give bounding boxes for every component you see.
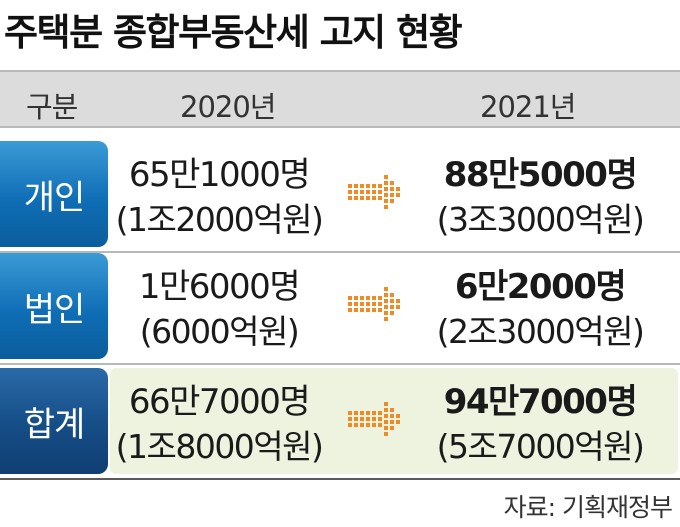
header-category: 구분 bbox=[26, 90, 78, 124]
row-divider bbox=[0, 251, 680, 253]
category-label-corporate: 법인 bbox=[0, 253, 108, 359]
amount-2020-corporate: (6000억원) bbox=[139, 312, 300, 351]
amount-2021-corporate: (2조3000억원) bbox=[436, 312, 645, 351]
table-row-corporate: 법인 1만6000명 (6000억원) 6만2000명 (2조3000억원) bbox=[0, 251, 680, 365]
people-2021-individual: 88만5000명 bbox=[443, 155, 638, 195]
people-2020-total: 66만7000명 bbox=[128, 382, 311, 422]
people-2020-individual: 65만1000명 bbox=[128, 155, 311, 195]
people-2020-corporate: 1만6000명 bbox=[138, 267, 301, 307]
source-note: 자료: 기획재정부 bbox=[503, 493, 673, 522]
table-bottom-rule bbox=[0, 478, 680, 480]
people-2021-total: 94만7000명 bbox=[443, 382, 638, 422]
header-2021: 2021년 bbox=[480, 90, 576, 124]
table-row-individual: 개인 65만1000명 (1조2000억원) 88만5000명 (3조3000억… bbox=[0, 139, 680, 253]
table-row-total: 합계 66만7000명 (1조8000억원) 94만7000명 (5조7000억… bbox=[0, 366, 680, 480]
row-divider bbox=[0, 363, 680, 365]
header-2020: 2020년 bbox=[180, 90, 276, 124]
amount-2021-total: (5조7000억원) bbox=[436, 427, 645, 466]
people-2021-corporate: 6만2000명 bbox=[454, 267, 627, 307]
amount-2020-total: (1조8000억원) bbox=[115, 427, 324, 466]
table-header: 구분 2020년 2021년 bbox=[0, 70, 680, 128]
category-label-total: 합계 bbox=[0, 368, 108, 474]
arrow-icon bbox=[348, 402, 400, 436]
amount-2021-individual: (3조3000억원) bbox=[436, 200, 645, 239]
chart-title: 주택분 종합부동산세 고지 현황 bbox=[4, 11, 463, 54]
arrow-icon bbox=[348, 175, 400, 209]
category-label-individual: 개인 bbox=[0, 141, 108, 247]
amount-2020-individual: (1조2000억원) bbox=[115, 200, 324, 239]
arrow-icon bbox=[348, 287, 400, 321]
